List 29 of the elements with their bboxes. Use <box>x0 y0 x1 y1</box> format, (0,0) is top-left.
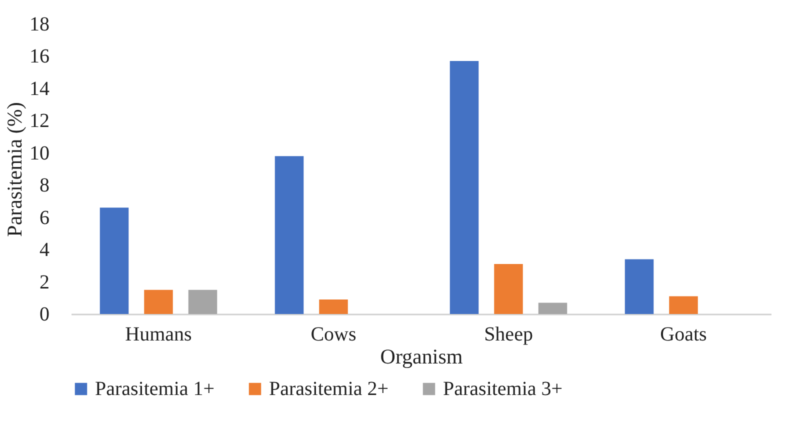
x-tick-label: Humans <box>125 324 192 346</box>
x-tick-label: Cows <box>310 324 356 346</box>
bar <box>100 208 129 314</box>
y-axis-title: Parasitemia (%) <box>2 102 26 237</box>
bar <box>274 156 304 314</box>
bar <box>319 300 348 314</box>
y-tick-label: 0 <box>40 304 50 326</box>
y-tick-label: 2 <box>40 271 50 294</box>
bar <box>494 264 523 314</box>
y-tick-label: 8 <box>40 174 50 197</box>
legend-label: Parasitemia 2+ <box>269 378 389 400</box>
bar <box>144 290 173 314</box>
y-tick-label: 16 <box>30 46 50 68</box>
y-tick-label: 12 <box>30 110 50 132</box>
bar <box>669 296 698 314</box>
bar <box>188 290 218 314</box>
y-tick-label: 4 <box>40 239 50 262</box>
y-tick-label: 18 <box>30 14 50 36</box>
x-axis-title: Organism <box>380 344 463 368</box>
bar <box>624 259 654 314</box>
y-tick-label: 10 <box>30 142 50 164</box>
x-tick-label: Goats <box>660 324 708 346</box>
y-tick-label: 14 <box>30 78 50 100</box>
y-tick-label: 6 <box>40 206 50 229</box>
bar <box>450 61 479 314</box>
x-tick-label: Sheep <box>484 324 533 346</box>
bar <box>538 302 568 314</box>
legend-label: Parasitemia 3+ <box>443 378 563 400</box>
legend-label: Parasitemia 1+ <box>95 378 215 400</box>
